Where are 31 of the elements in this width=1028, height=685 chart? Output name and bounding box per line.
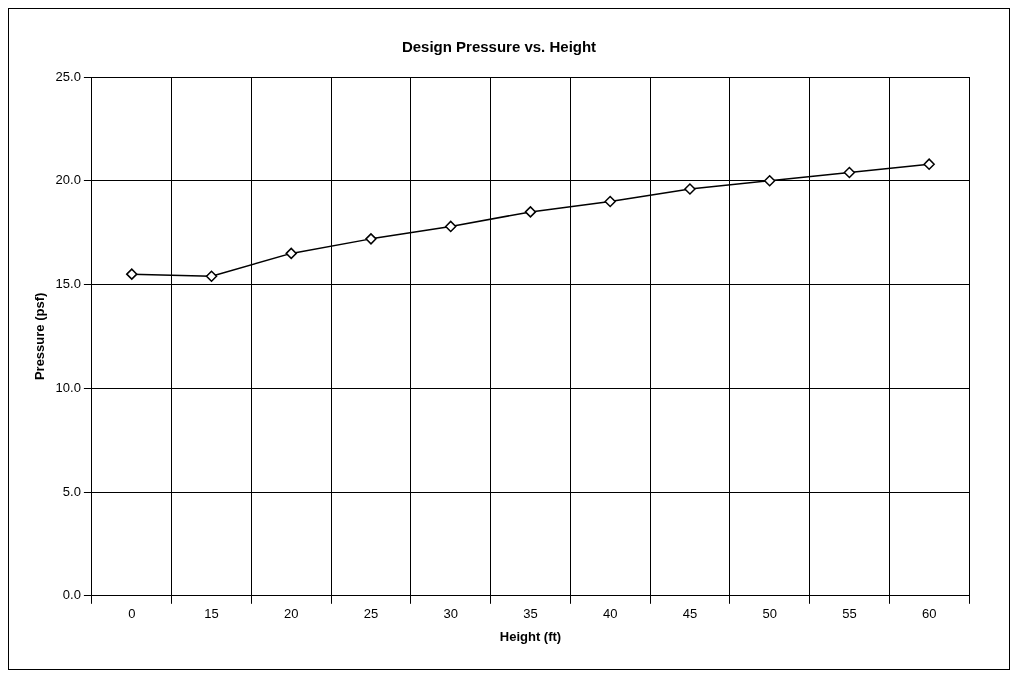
point xyxy=(365,233,377,245)
x-tick-label: 30 xyxy=(443,606,458,622)
y-tick-label: 10.0 xyxy=(55,379,81,395)
point xyxy=(285,247,297,260)
y-axis-title: Pressure (psf) xyxy=(32,292,48,381)
point xyxy=(524,206,537,218)
y-tick-label: 5.0 xyxy=(62,483,81,499)
x-tick-label: 50 xyxy=(762,606,777,622)
x-tick-label: 60 xyxy=(921,606,937,622)
point xyxy=(444,220,457,233)
x-tick-label: 35 xyxy=(523,606,538,622)
x-tick-label: 25 xyxy=(363,606,379,622)
chart-title: Design Pressure vs. Height xyxy=(401,38,597,56)
point xyxy=(923,158,935,170)
x-tick-label: 40 xyxy=(602,606,618,622)
point xyxy=(126,268,138,280)
point xyxy=(763,175,776,187)
point xyxy=(684,183,696,195)
x-tick-label: 55 xyxy=(842,606,857,622)
x-axis-title: Height (ft) xyxy=(499,628,562,644)
point xyxy=(205,270,218,282)
x-tick-label: 15 xyxy=(204,606,219,622)
x-tick-label: 20 xyxy=(284,606,299,622)
x-tick-label: 0 xyxy=(128,606,136,622)
x-tick-label: 45 xyxy=(682,606,698,622)
y-tick-label: 15.0 xyxy=(55,276,81,292)
y-tick-label: 0.0 xyxy=(62,587,81,603)
point xyxy=(604,195,616,208)
y-tick-label: 20.0 xyxy=(55,172,81,188)
point xyxy=(843,166,856,179)
y-tick-label: 25.0 xyxy=(55,68,81,84)
